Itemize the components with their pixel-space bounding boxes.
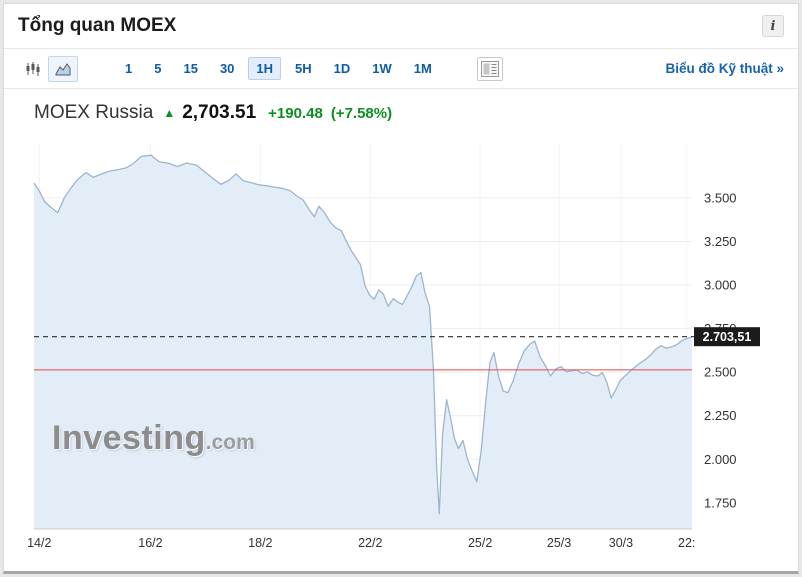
candlestick-chart-button[interactable] [18, 56, 48, 82]
interval-button-5[interactable]: 5 [146, 57, 169, 80]
chart-section: MOEX Russia ▲ 2,703.51 +190.48 (+7.58%) … [4, 89, 798, 571]
interval-group: 1 5 15 30 1H 5H 1D 1W 1M [114, 57, 443, 80]
toolbar: 1 5 15 30 1H 5H 1D 1W 1M Biểu đồ Kỹ thuật » [4, 49, 798, 89]
area-chart-button[interactable] [48, 55, 78, 82]
interval-button-1[interactable]: 1 [117, 57, 140, 80]
svg-text:2.703,51: 2.703,51 [703, 330, 752, 344]
svg-text:18/2: 18/2 [248, 536, 272, 550]
info-icon: i [770, 18, 776, 34]
svg-text:30/3: 30/3 [609, 536, 633, 550]
interval-button-1w[interactable]: 1W [364, 57, 400, 80]
interval-button-1m[interactable]: 1M [406, 57, 440, 80]
interval-button-1h[interactable]: 1H [248, 57, 282, 80]
svg-text:3.250: 3.250 [704, 234, 737, 249]
chart-panel-button[interactable] [476, 56, 503, 81]
candlestick-chart-icon [26, 61, 40, 76]
svg-text:25/3: 25/3 [547, 536, 571, 550]
svg-text:16/2: 16/2 [138, 536, 162, 550]
instrument-name: MOEX Russia [34, 102, 154, 123]
chart-panel-icon [480, 60, 499, 77]
moex-overview-widget: Tổng quan MOEX i 1 5 15 30 1H 5H 1D 1W 1M [3, 3, 799, 574]
price-change: +190.48 [268, 105, 323, 122]
last-price: 2,703.51 [182, 102, 257, 123]
svg-text:14/2: 14/2 [27, 536, 51, 550]
svg-text:3.500: 3.500 [704, 190, 737, 205]
technical-chart-link[interactable]: Biểu đồ Kỹ thuật » [665, 61, 784, 76]
page-title: Tổng quan MOEX [18, 15, 177, 36]
info-button[interactable]: i [762, 15, 784, 37]
svg-text:2.000: 2.000 [704, 452, 737, 467]
up-arrow-icon: ▲ [163, 106, 176, 120]
interval-button-5h[interactable]: 5H [287, 57, 320, 80]
quote-row: MOEX Russia ▲ 2,703.51 +190.48 (+7.58%) [4, 89, 798, 133]
area-chart-icon [55, 62, 71, 75]
interval-button-30[interactable]: 30 [212, 57, 242, 80]
svg-text:3.000: 3.000 [704, 278, 737, 293]
interval-button-1d[interactable]: 1D [326, 57, 359, 80]
svg-text:25/2: 25/2 [468, 536, 492, 550]
price-chart[interactable]: 3.5003.2503.0002.7502.5002.2502.0001.750… [4, 137, 796, 567]
svg-text:22/2: 22/2 [358, 536, 382, 550]
price-change-percent: (+7.58%) [330, 105, 393, 122]
svg-text:2.250: 2.250 [704, 408, 737, 423]
svg-text:1.750: 1.750 [704, 495, 737, 510]
title-bar: Tổng quan MOEX i [4, 4, 798, 49]
svg-text:2.500: 2.500 [704, 365, 737, 380]
interval-button-15[interactable]: 15 [175, 57, 205, 80]
svg-text:22:: 22: [678, 536, 695, 550]
